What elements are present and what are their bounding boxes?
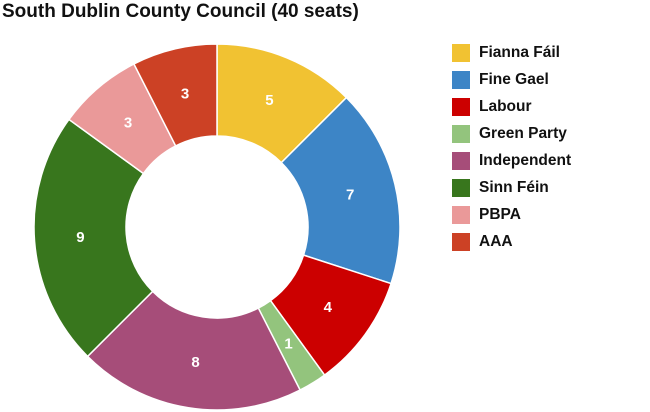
legend-swatch — [452, 97, 470, 116]
legend-item-sinn-fein: Sinn Féin — [452, 174, 571, 201]
legend-item-aaa: AAA — [452, 228, 571, 255]
slice-label-pbpa: 3 — [124, 114, 132, 131]
legend-label: Labour — [479, 97, 532, 115]
legend-item-green-party: Green Party — [452, 120, 571, 147]
legend-label: PBPA — [479, 205, 521, 223]
legend-item-fine-gael: Fine Gael — [452, 66, 571, 93]
slice-label-green-party: 1 — [284, 335, 292, 352]
slice-aaa — [132, 43, 218, 147]
legend-swatch — [452, 151, 470, 170]
slice-label-labour: 4 — [324, 299, 333, 316]
slice-independent — [86, 290, 302, 411]
legend-label: Independent — [479, 151, 572, 169]
chart-title: South Dublin County Council (40 seats) — [2, 1, 359, 22]
legend-label: Fianna Fáil — [479, 43, 560, 61]
legend-label: AAA — [479, 232, 513, 250]
slice-fine-gael — [280, 96, 401, 285]
legend-swatch — [452, 232, 470, 251]
slice-label-fianna-fail: 5 — [265, 92, 273, 109]
legend-swatch — [452, 124, 470, 143]
legend-item-independent: Independent — [452, 147, 571, 174]
slice-sinn-fein — [33, 118, 154, 358]
legend-item-labour: Labour — [452, 93, 571, 120]
legend-item-pbpa: PBPA — [452, 201, 571, 228]
legend-swatch — [452, 205, 470, 224]
slice-label-aaa: 3 — [181, 85, 189, 102]
legend: Fianna Fáil Fine Gael Labour Green Party Ind… — [452, 39, 571, 255]
legend-label: Fine Gael — [479, 70, 549, 88]
donut-chart: 5 7 4 1 8 9 3 3 — [33, 43, 401, 411]
legend-label: Sinn Féin — [479, 178, 549, 196]
legend-swatch — [452, 178, 470, 197]
slice-label-independent: 8 — [191, 354, 199, 371]
slice-label-fine-gael: 7 — [346, 187, 354, 204]
legend-swatch — [452, 70, 470, 89]
legend-swatch — [452, 43, 470, 62]
legend-item-fianna-fail: Fianna Fáil — [452, 39, 571, 66]
legend-label: Green Party — [479, 124, 567, 142]
slice-label-sinn-fein: 9 — [76, 229, 84, 246]
